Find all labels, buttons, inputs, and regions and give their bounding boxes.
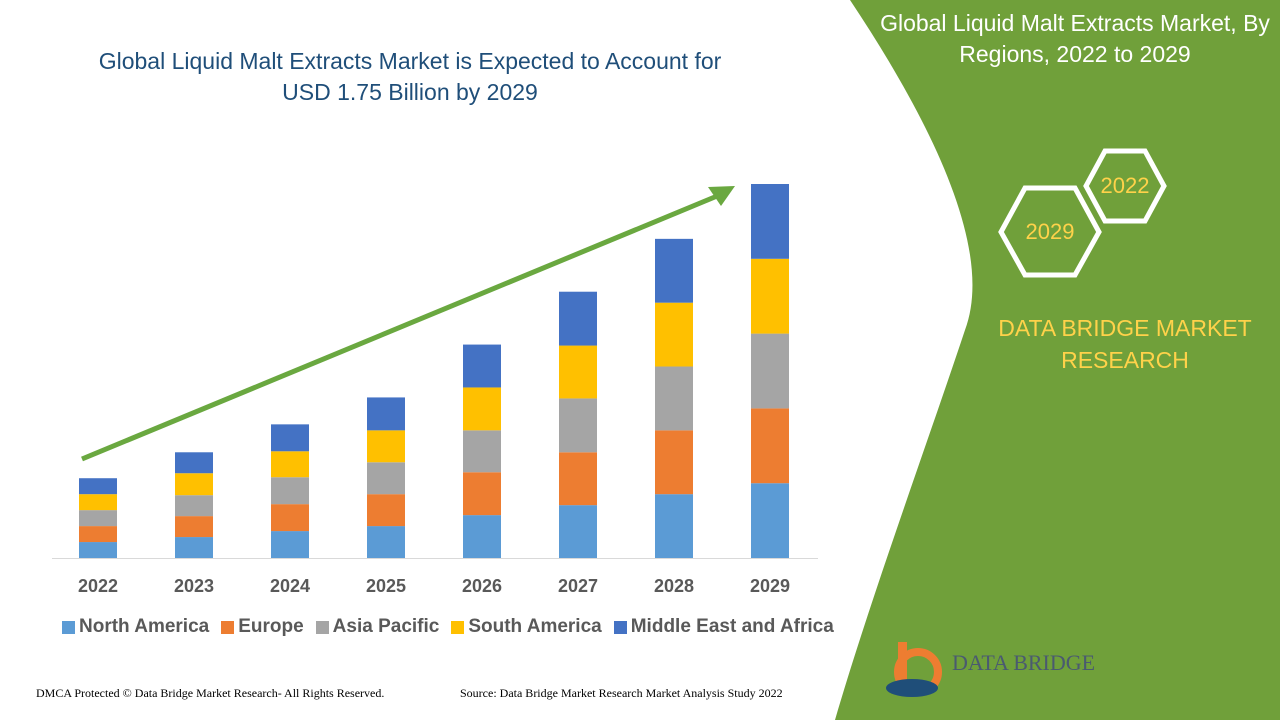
- bar-segment: [559, 345, 597, 399]
- bar-segment: [463, 515, 501, 558]
- bar-segment: [367, 494, 405, 527]
- bar-segment: [175, 452, 213, 474]
- panel-title: Global Liquid Malt Extracts Market, By R…: [880, 10, 1270, 67]
- x-tick-label: 2026: [462, 576, 502, 596]
- bar-segment: [79, 510, 117, 527]
- x-tick-label: 2025: [366, 576, 406, 596]
- legend-swatch: [221, 620, 235, 634]
- x-tick-label: 2028: [654, 576, 694, 596]
- bar-segment: [367, 526, 405, 558]
- bar-segment: [79, 478, 117, 495]
- logo-mark: [886, 642, 942, 697]
- arrow-head: [708, 186, 735, 206]
- x-tick-label: 2024: [270, 576, 310, 596]
- legend-swatch: [613, 620, 627, 634]
- bar-segment: [559, 505, 597, 558]
- logo-text: DATA BRIDGE: [952, 650, 1096, 675]
- trend-arrow: [81, 191, 723, 462]
- bar-segment: [79, 542, 117, 558]
- bar-segment: [655, 430, 693, 495]
- legend: North America Europe Asia Pacific South Ame…: [62, 616, 834, 638]
- bar-segment: [463, 344, 501, 388]
- legend-label: Middle East and Africa: [630, 616, 834, 637]
- side-panel: [835, 0, 1280, 720]
- legend-item: Europe: [221, 616, 304, 638]
- bar-segment: [655, 238, 693, 303]
- legend-item: Asia Pacific: [315, 616, 440, 638]
- bar-segment: [175, 473, 213, 496]
- legend-swatch: [315, 620, 329, 634]
- legend-label: South America: [468, 616, 602, 637]
- x-tick-label: 2027: [558, 576, 598, 596]
- hexagon: [998, 185, 1102, 278]
- legend-item: North America: [62, 616, 209, 638]
- source: Source: Data Bridge Market Research Mark…: [460, 686, 783, 700]
- x-tick-label: 2022: [78, 576, 118, 596]
- bar-segment: [175, 537, 213, 558]
- bar-segment: [79, 526, 117, 543]
- bar-segment: [271, 424, 309, 452]
- legend-label: Europe: [238, 616, 304, 637]
- bar-segment: [175, 495, 213, 517]
- bar-segment: [79, 494, 117, 511]
- x-tick-label: 2029: [750, 576, 790, 596]
- bar-segment: [271, 477, 309, 505]
- hex-label: 2022: [1101, 173, 1150, 198]
- bar-segment: [655, 366, 693, 431]
- bar-segment: [751, 184, 789, 259]
- bar-segment: [271, 531, 309, 558]
- legend-swatch: [451, 620, 465, 634]
- legend-label: Asia Pacific: [332, 616, 440, 637]
- bar-segment: [367, 397, 405, 431]
- bar-segment: [559, 452, 597, 506]
- bar-segment: [175, 516, 213, 538]
- bar-segment: [751, 483, 789, 558]
- bar-segment: [463, 387, 501, 431]
- bar-segment: [751, 258, 789, 334]
- bar-segment: [463, 472, 501, 516]
- hexagon: [1083, 148, 1167, 224]
- brand: DATA BRIDGE MARKET RESEARCH: [998, 315, 1252, 373]
- legend-swatch: [62, 620, 75, 634]
- bar-segment: [751, 408, 789, 484]
- bar-segment: [463, 430, 501, 473]
- bar-segment: [367, 462, 405, 495]
- bar-segment: [655, 302, 693, 367]
- legend-item: Middle East and Africa: [613, 616, 834, 638]
- bar-segment: [751, 333, 789, 409]
- bar-segment: [559, 398, 597, 453]
- bar-segment: [271, 504, 309, 532]
- legend-label: North America: [79, 616, 210, 637]
- bar-segment: [655, 494, 693, 558]
- chart-title: Global Liquid Malt Extracts Market is Ex…: [98, 48, 722, 105]
- bar-segment: [367, 430, 405, 463]
- x-tick-label: 2023: [174, 576, 214, 596]
- bar-segment: [559, 291, 597, 346]
- hex-label: 2029: [1026, 219, 1075, 244]
- legend-item: South America: [451, 616, 602, 638]
- copyright: DMCA Protected © Data Bridge Market Rese…: [36, 686, 385, 700]
- bar-segment: [271, 451, 309, 478]
